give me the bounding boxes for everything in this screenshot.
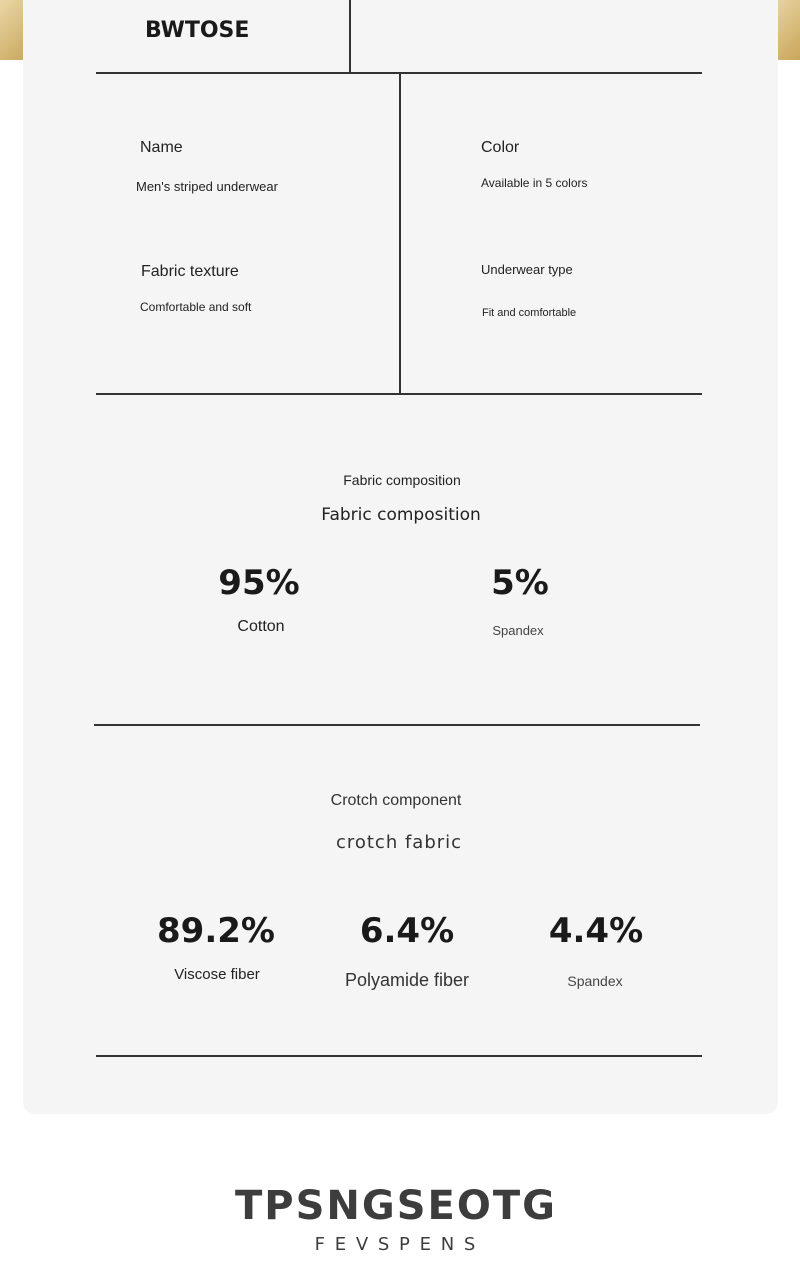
color-label: Color [481,139,520,156]
divider [94,724,700,726]
footer-tagline: F E V S P E N S [314,1234,478,1255]
fabric-value: Comfortable and soft [140,300,252,314]
crotch-subtitle: Crotch component [330,792,462,809]
fabric-label: Fabric texture [141,263,239,280]
viscose-percent: 89.2% [157,911,275,951]
spandex-crotch-label: Spandex [567,973,623,989]
cotton-label: Cotton [237,618,285,635]
footer-logo: TPSNGSEOTG [235,1183,557,1229]
divider [96,393,702,395]
divider [349,0,351,73]
name-value: Men's striped underwear [136,179,278,194]
spandex-percent: 5% [491,563,549,603]
type-value: Fit and comfortable [482,307,577,319]
composition-title: Fabric composition [321,505,481,525]
spandex-crotch-percent: 4.4% [548,911,644,951]
divider [399,73,401,394]
type-label: Underwear type [481,262,573,277]
brand-logo: BWTOSE [145,18,250,43]
name-label: Name [140,139,183,156]
composition-subtitle: Fabric composition [343,472,461,488]
crotch-title: crotch fabric [335,832,463,853]
cotton-percent: 95% [218,563,300,603]
divider [96,1055,702,1057]
viscose-label: Viscose fiber [174,966,260,983]
color-value: Available in 5 colors [481,176,588,190]
polyamide-label: Polyamide fiber [344,970,470,990]
polyamide-percent: 6.4% [359,911,455,951]
spandex-label: Spandex [492,623,544,638]
